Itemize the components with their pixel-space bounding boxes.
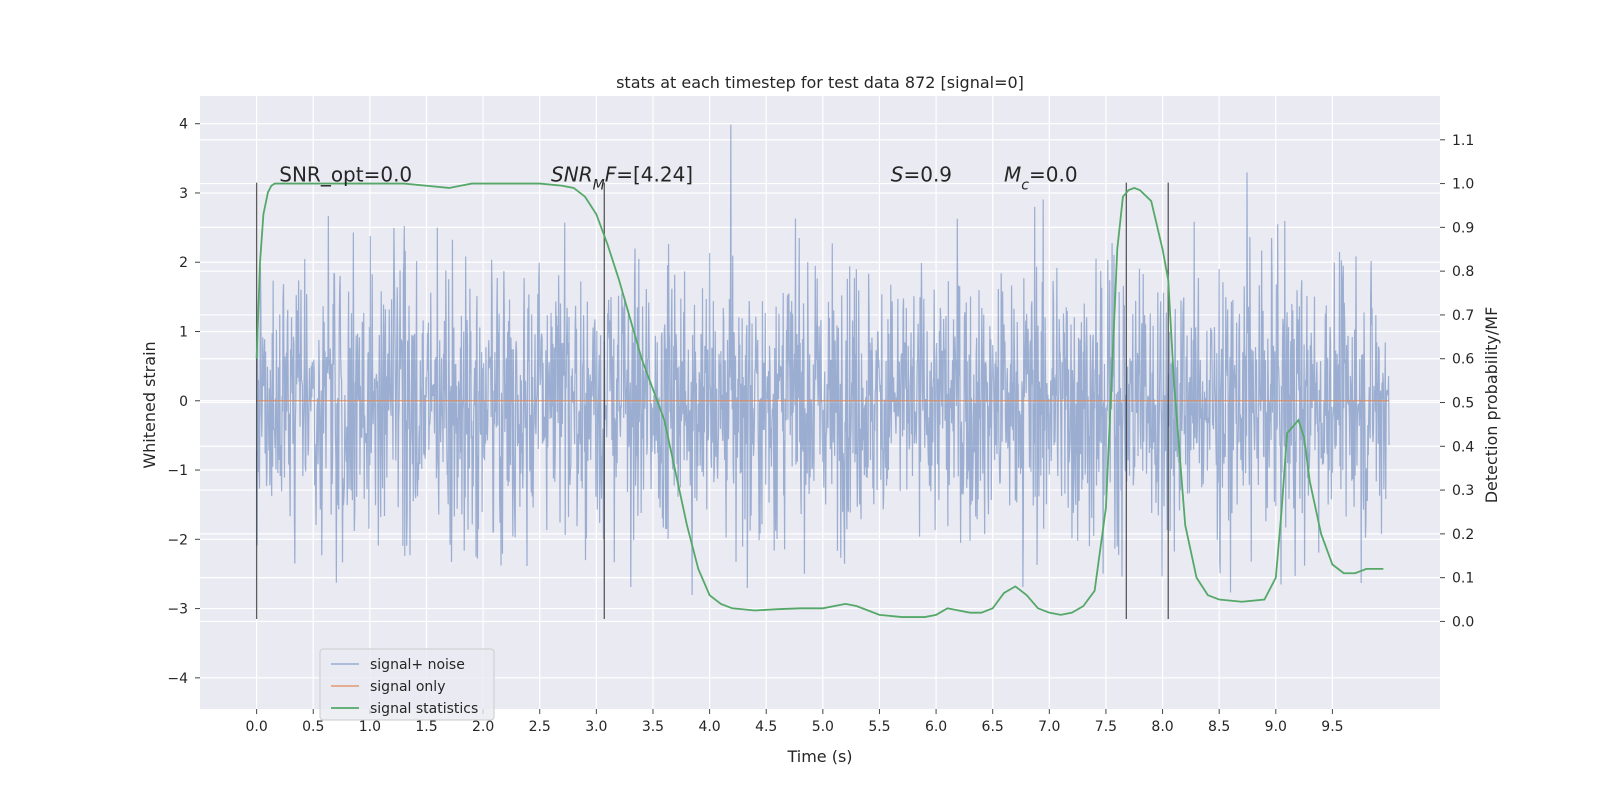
y-left-tick-label: 2 bbox=[179, 255, 188, 271]
y-axis-right-ticks: 1.1 1.0 0.9 0.8 0.7 0.6 0.5 0.4 0.3 0.2 0.1 0.0 bbox=[1440, 133, 1474, 630]
chart-title: stats at each timestep for test data 872… bbox=[616, 73, 1024, 92]
x-tick-label: 5.0 bbox=[812, 719, 834, 735]
y-axis-left-ticks: 4 3 2 1 0 −1 −2 −3 −4 bbox=[167, 117, 200, 687]
legend-label-signal-statistics: signal statistics bbox=[370, 701, 478, 717]
y-left-tick-label: 3 bbox=[179, 186, 188, 202]
y-right-tick-label: 0.4 bbox=[1452, 439, 1474, 455]
x-tick-label: 9.5 bbox=[1321, 719, 1343, 735]
y-right-tick-label: 1.1 bbox=[1452, 133, 1474, 149]
y-right-tick-label: 0.0 bbox=[1452, 614, 1474, 630]
x-tick-label: 4.0 bbox=[698, 719, 720, 735]
x-tick-label: 8.5 bbox=[1208, 719, 1230, 735]
annotation-text: SNR_opt=0.0 bbox=[279, 163, 412, 187]
y-right-tick-label: 0.5 bbox=[1452, 396, 1474, 412]
x-tick-label: 8.0 bbox=[1151, 719, 1173, 735]
y-left-tick-label: −4 bbox=[167, 671, 188, 687]
y-axis-left-label: Whitened strain bbox=[140, 341, 159, 468]
y-right-tick-label: 0.6 bbox=[1452, 352, 1474, 368]
y-axis-right-label: Detection probability/MF bbox=[1482, 307, 1501, 504]
y-right-tick-label: 1.0 bbox=[1452, 177, 1474, 193]
x-tick-label: 3.0 bbox=[585, 719, 607, 735]
y-right-tick-label: 0.7 bbox=[1452, 308, 1474, 324]
x-axis-label: Time (s) bbox=[786, 747, 852, 766]
y-left-tick-label: −1 bbox=[167, 463, 188, 479]
y-right-tick-label: 0.9 bbox=[1452, 220, 1474, 236]
x-axis-ticks: 0.0 0.5 1.0 1.5 2.0 2.5 3.0 3.5 4.0 4.5 5.0 5.5 6.0 6… bbox=[245, 709, 1344, 735]
signal-noise-trace bbox=[256, 124, 1390, 596]
x-tick-label: 7.0 bbox=[1038, 719, 1060, 735]
x-tick-label: 6.5 bbox=[982, 719, 1004, 735]
x-tick-label: 6.0 bbox=[925, 719, 947, 735]
annotations: SNR_opt=0.0 SNRMF=[4.24] S=0.9 Mc=0.0 bbox=[279, 163, 1077, 194]
legend-label-signal-noise: signal+ noise bbox=[370, 657, 465, 673]
y-left-tick-label: −3 bbox=[167, 602, 188, 618]
y-right-tick-label: 0.2 bbox=[1452, 527, 1474, 543]
annotation-text: Mc=0.0 bbox=[1004, 163, 1078, 194]
legend-box bbox=[319, 648, 495, 721]
series-signal-noise bbox=[256, 124, 1390, 596]
x-tick-label: 1.5 bbox=[415, 719, 437, 735]
legend: signal+ noise signal only signal statist… bbox=[319, 648, 495, 721]
x-tick-label: 0.0 bbox=[245, 719, 267, 735]
x-tick-label: 2.0 bbox=[472, 719, 494, 735]
y-left-tick-label: −2 bbox=[167, 532, 188, 548]
x-tick-label: 1.0 bbox=[359, 719, 381, 735]
vertical-markers bbox=[255, 182, 1169, 619]
x-tick-label: 9.0 bbox=[1265, 719, 1287, 735]
annotation-text: SNRMF=[4.24] bbox=[551, 163, 693, 194]
y-right-tick-label: 0.1 bbox=[1452, 571, 1474, 587]
series-signal-statistics bbox=[255, 182, 1384, 618]
x-tick-label: 0.5 bbox=[302, 719, 324, 735]
x-tick-label: 4.5 bbox=[755, 719, 777, 735]
x-tick-label: 2.5 bbox=[529, 719, 551, 735]
x-tick-label: 3.5 bbox=[642, 719, 664, 735]
x-tick-label: 5.5 bbox=[868, 719, 890, 735]
y-left-tick-label: 0 bbox=[179, 394, 188, 410]
y-right-tick-label: 0.3 bbox=[1452, 483, 1474, 499]
y-left-tick-label: 4 bbox=[179, 117, 188, 133]
annotation-text: S=0.9 bbox=[891, 163, 952, 187]
x-tick-label: 7.5 bbox=[1095, 719, 1117, 735]
y-right-tick-label: 0.8 bbox=[1452, 264, 1474, 280]
y-left-tick-label: 1 bbox=[179, 325, 188, 341]
legend-label-signal-only: signal only bbox=[370, 679, 445, 695]
